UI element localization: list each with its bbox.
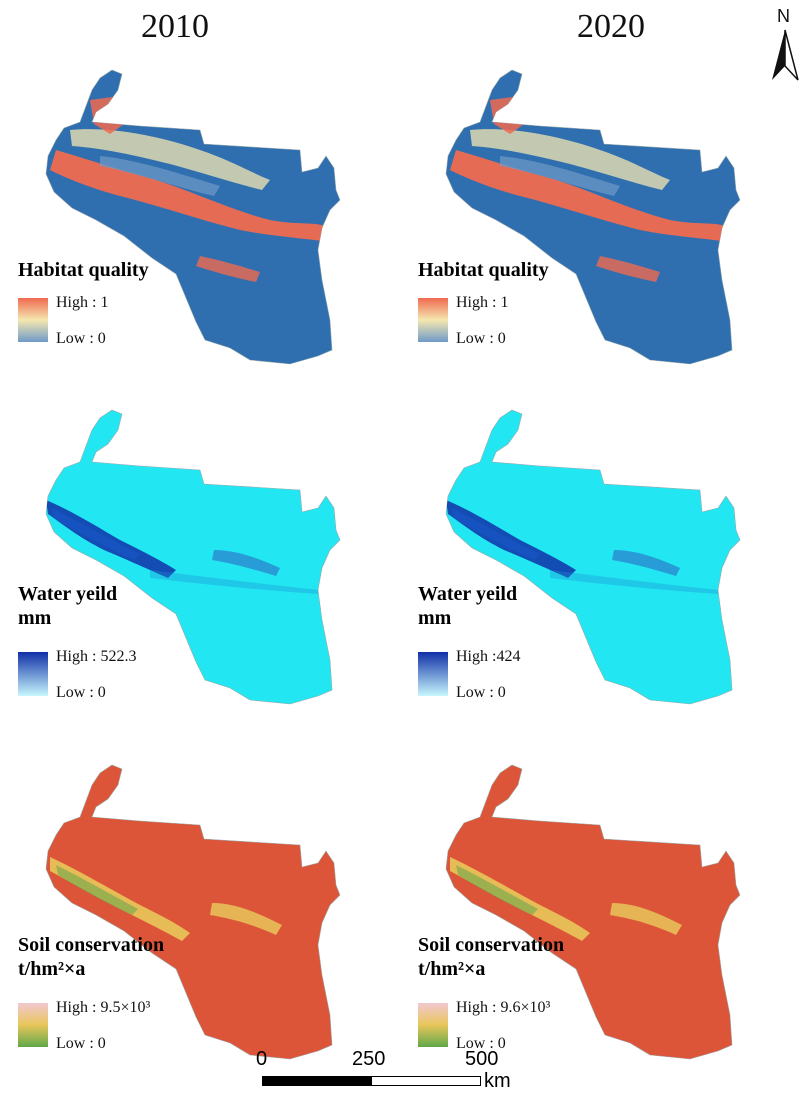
- legend-title: Water yeild: [418, 583, 518, 605]
- legend-low-label: Low : 0: [456, 684, 506, 701]
- region-map: [445, 764, 741, 1060]
- legend-color-ramp: [18, 298, 48, 342]
- region-map: [45, 69, 341, 365]
- legend-title: Habitat quality: [418, 259, 549, 281]
- scale-tick: 0: [256, 1048, 268, 1070]
- legend-title: Soil conservation: [18, 934, 165, 956]
- region-map: [45, 409, 341, 705]
- region-map: [445, 69, 741, 365]
- legend-high-label: High : 1: [456, 294, 509, 311]
- map-panel-wy-2020: Water yeild mm High :424 Low : 0: [400, 400, 800, 730]
- legend-high-label: High :424: [456, 648, 521, 665]
- north-arrow-icon: [772, 29, 799, 81]
- legend-low-label: Low : 0: [456, 1035, 506, 1052]
- scale-unit: km: [484, 1070, 511, 1092]
- scale-bar: 0 250 500 km: [256, 1048, 782, 1092]
- year-header-2010: 2010: [141, 8, 209, 45]
- legend-low-label: Low : 0: [56, 684, 106, 701]
- scale-tick: 250: [352, 1048, 386, 1070]
- map-panel-wy-2010: Water yeild mm High : 522.3 Low : 0: [0, 400, 400, 730]
- scale-bar-white: [371, 1076, 481, 1086]
- map-panel-hq-2010: Habitat quality High : 1 Low : 0: [0, 60, 400, 390]
- north-label: N: [777, 6, 790, 26]
- legend-color-ramp: [418, 1003, 448, 1047]
- legend-high-label: High : 522.3: [56, 648, 137, 665]
- scale-tick: 500: [465, 1048, 499, 1070]
- year-header-2020: 2020: [577, 8, 645, 45]
- legend-unit: t/hm²×a: [18, 958, 86, 980]
- legend-low-label: Low : 0: [56, 1035, 106, 1052]
- legend-title: Habitat quality: [18, 259, 149, 281]
- legend-title: Water yeild: [18, 583, 118, 605]
- legend-unit: mm: [418, 607, 452, 629]
- legend-unit: t/hm²×a: [418, 958, 486, 980]
- region-map: [45, 764, 341, 1060]
- legend-high-label: High : 9.5×10³: [56, 999, 151, 1016]
- scale-bar-black: [262, 1076, 372, 1086]
- legend-high-label: High : 9.6×10³: [456, 999, 551, 1016]
- legend-low-label: Low : 0: [456, 330, 506, 347]
- legend-color-ramp: [18, 1003, 48, 1047]
- legend-unit: mm: [18, 607, 52, 629]
- north-arrow: N: [768, 6, 802, 82]
- legend-color-ramp: [418, 298, 448, 342]
- region-map: [445, 409, 741, 705]
- legend-color-ramp: [18, 652, 48, 696]
- map-panel-sc-2020: Soil conservation t/hm²×a High : 9.6×10³…: [400, 755, 800, 1085]
- legend-color-ramp: [418, 652, 448, 696]
- legend-low-label: Low : 0: [56, 330, 106, 347]
- legend-title: Soil conservation: [418, 934, 565, 956]
- map-panel-sc-2010: Soil conservation t/hm²×a High : 9.5×10³…: [0, 755, 400, 1085]
- map-panel-hq-2020: Habitat quality High : 1 Low : 0: [400, 60, 800, 390]
- legend-high-label: High : 1: [56, 294, 109, 311]
